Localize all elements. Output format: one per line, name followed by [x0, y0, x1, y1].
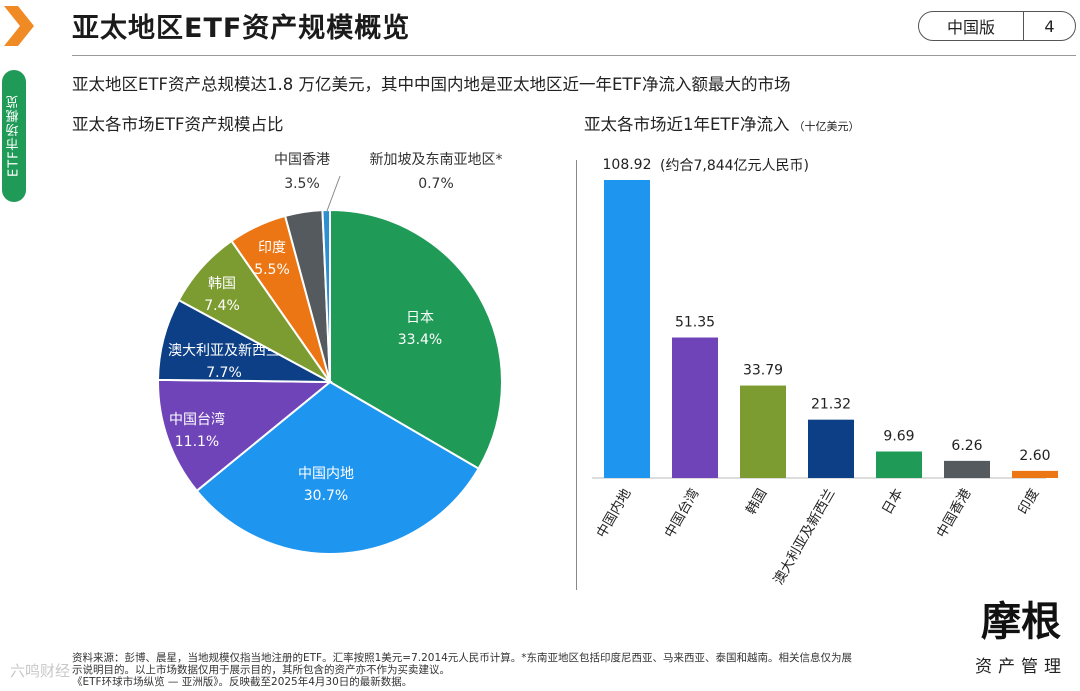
- footnote-line: 资料来源：彭博、晨星，当地规模仅指当地注册的ETF。汇率按照1美元=7.2014…: [72, 652, 853, 664]
- edition-label: 中国版: [919, 12, 1024, 40]
- pie-slice-label: 中国内地: [298, 466, 354, 482]
- bar: [604, 180, 650, 478]
- pie-slice-label: 韩国: [208, 276, 236, 292]
- pie-slice-label: 印度: [258, 240, 286, 256]
- pie-slice-value: 33.4%: [398, 332, 442, 348]
- bar-value-label: 33.79: [743, 363, 783, 379]
- bar: [944, 460, 990, 478]
- pie-section-title: 亚太各市场ETF资产规模占比: [72, 115, 284, 134]
- pie-slice-value: 3.5%: [284, 176, 320, 192]
- bar: [808, 419, 854, 478]
- pie-slice-label: 中国香港: [274, 152, 330, 168]
- bar-value-label: 108.92: [603, 157, 652, 173]
- page-title: 亚太地区ETF资产规模概览: [72, 13, 411, 44]
- bar-section-title: 亚太各市场近1年ETF净流入 （十亿美元）: [584, 111, 860, 135]
- bar: [876, 451, 922, 478]
- bar-value-label: 51.35: [675, 315, 715, 331]
- bar-category-label: 印度: [1015, 486, 1042, 517]
- bar: [1012, 470, 1058, 478]
- page-number: 4: [1044, 16, 1055, 36]
- bar-category-label: 日本: [879, 486, 907, 518]
- bar: [740, 385, 786, 478]
- pie-slice-label: 日本: [406, 310, 434, 326]
- bar-annotation: (约合7,844亿元人民币): [660, 158, 809, 174]
- chevron-right-icon: [4, 6, 34, 46]
- logo: 摩根 资产管理: [962, 598, 1080, 677]
- bar-category-label: 中国香港: [934, 486, 975, 541]
- bar: [672, 337, 718, 478]
- bar-category-label: 中国内地: [594, 486, 635, 541]
- watermark: 六鸣财经: [10, 662, 71, 680]
- pie-slice-label: 澳大利亚及新西兰: [168, 343, 280, 359]
- pie-slice-value: 7.4%: [204, 298, 240, 314]
- pie-slice-value: 7.7%: [206, 365, 242, 381]
- pie-slice-value: 5.5%: [254, 262, 290, 278]
- pie-slice: [157, 378, 333, 493]
- bar-value-label: 6.26: [951, 438, 982, 454]
- pie-slice-label: 中国台湾: [169, 411, 225, 428]
- pie-slice: [329, 208, 503, 470]
- pie-slice: [195, 380, 480, 555]
- footnote-line: 《ETF环球市场纵览 — 亚洲版》。反映截至2025年4月30日的最新数据。: [72, 676, 413, 688]
- footnote-line: 示说明目的。以上市场数据仅用于展示目的，其所包含的资产亦不作为买卖建议。: [72, 664, 450, 676]
- page-subtitle: 亚太地区ETF资产总规模达1.8 万亿美元，其中中国内地是亚太地区近一年ETF净…: [72, 75, 791, 94]
- logo-text: 资产管理: [975, 657, 1067, 677]
- section-divider: [576, 160, 577, 590]
- pie-leader-line: [326, 175, 341, 212]
- title-divider: [72, 55, 1076, 56]
- bar-category-label: 中国台湾: [661, 486, 703, 541]
- edition-badge: 中国版 4: [918, 11, 1076, 41]
- bar-value-label: 9.69: [883, 428, 914, 444]
- pie-slice-label: 新加坡及东南亚地区*: [370, 152, 503, 168]
- bar-section-title-text: 亚太各市场近1年ETF净流入: [584, 115, 790, 134]
- pie-slice-value: 30.7%: [304, 488, 348, 504]
- bar-value-label: 2.60: [1019, 448, 1050, 464]
- logo-mark: 摩根: [981, 598, 1061, 645]
- bar-section-unit: （十亿美元）: [793, 120, 860, 133]
- footnote: 资料来源：彭博、晨星，当地规模仅指当地注册的ETF。汇率按照1美元=7.2014…: [72, 652, 952, 688]
- bar-category-label: 韩国: [743, 486, 770, 517]
- pie-slice-value: 0.7%: [418, 176, 454, 192]
- pie-slice: [321, 208, 331, 383]
- bar-value-label: 21.32: [811, 397, 851, 413]
- bar-category-label: 澳大利亚及新西兰: [771, 486, 839, 588]
- pie-slice-value: 11.1%: [175, 434, 219, 450]
